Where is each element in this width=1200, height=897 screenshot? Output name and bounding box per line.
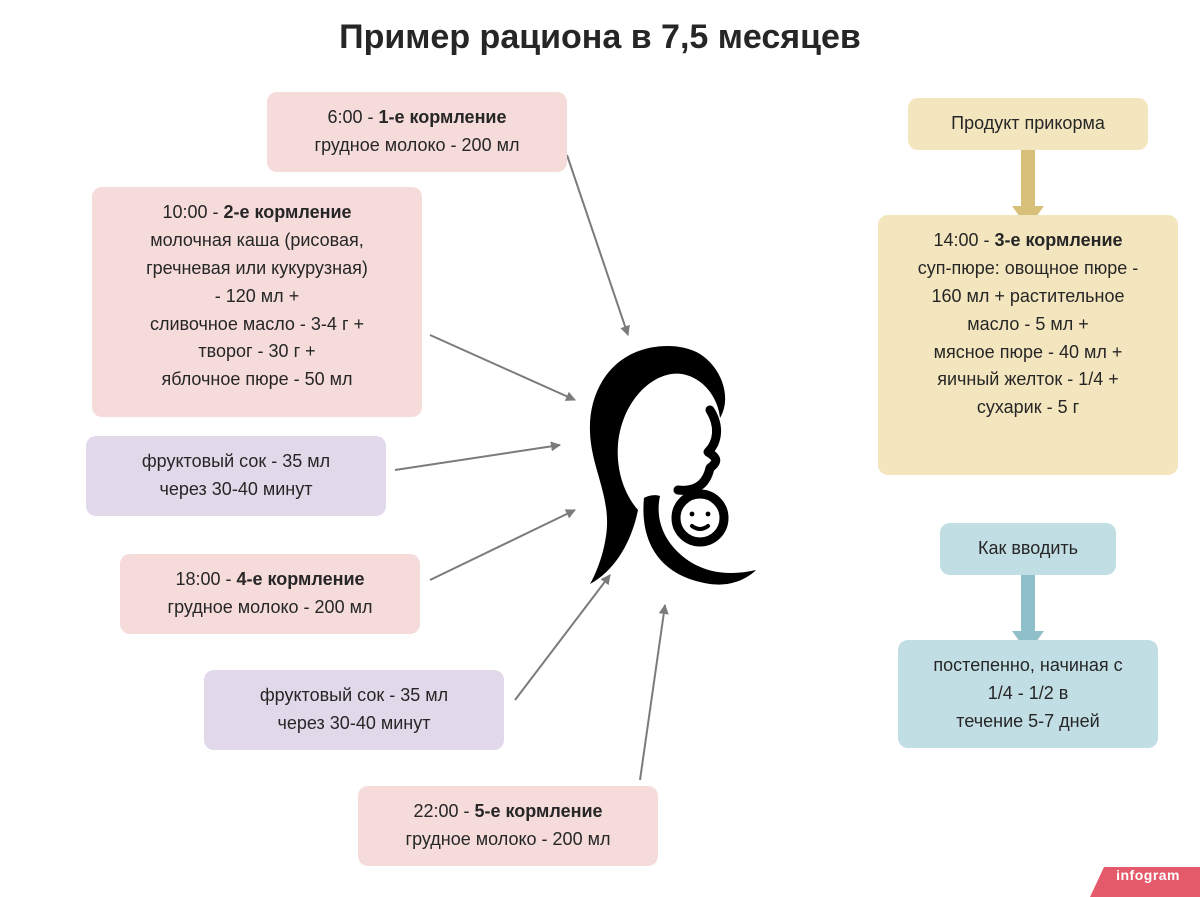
box-line: масло - 5 мл + xyxy=(894,311,1162,339)
box-line: творог - 30 г + xyxy=(108,338,406,366)
box-line: суп-пюре: овощное пюре - xyxy=(894,255,1162,283)
box-line: яблочное пюре - 50 мл xyxy=(108,366,406,394)
arrow-feed5 xyxy=(640,605,665,780)
box-line: грудное молоко - 200 мл xyxy=(283,132,551,160)
box-line: гречневая или кукурузная) xyxy=(108,255,406,283)
box-line: - 120 мл + xyxy=(108,283,406,311)
box-line: сливочное масло - 3-4 г + xyxy=(108,311,406,339)
box-juice2: фруктовый сок - 35 млчерез 30-40 минут xyxy=(204,670,504,750)
box-line: 18:00 - 4-е кормление xyxy=(136,566,404,594)
box-line: фруктовый сок - 35 мл xyxy=(220,682,488,710)
box-line: молочная каша (рисовая, xyxy=(108,227,406,255)
box-line: через 30-40 минут xyxy=(220,710,488,738)
box-line: постепенно, начиная с xyxy=(914,652,1142,680)
box-feed5: 22:00 - 5-е кормлениегрудное молоко - 20… xyxy=(358,786,658,866)
box-line: фруктовый сок - 35 мл xyxy=(102,448,370,476)
box-line: Как вводить xyxy=(956,535,1100,563)
arrow-feed4 xyxy=(430,510,575,580)
page-title: Пример рациона в 7,5 месяцев xyxy=(0,18,1200,57)
box-line: 6:00 - 1-е кормление xyxy=(283,104,551,132)
box-line: 14:00 - 3-е кормление xyxy=(894,227,1162,255)
box-line: грудное молоко - 200 мл xyxy=(374,826,642,854)
box-prod: Продукт прикорма xyxy=(908,98,1148,150)
box-line: 10:00 - 2-е кормление xyxy=(108,199,406,227)
box-line: мясное пюре - 40 мл + xyxy=(894,339,1162,367)
brand-label: infogram xyxy=(1106,863,1190,887)
arrow-feed1 xyxy=(567,155,628,335)
arrow-juice1 xyxy=(395,445,560,470)
box-how: Как вводить xyxy=(940,523,1116,575)
box-feed1: 6:00 - 1-е кормлениегрудное молоко - 200… xyxy=(267,92,567,172)
box-feed4: 18:00 - 4-е кормлениегрудное молоко - 20… xyxy=(120,554,420,634)
mother-baby-icon xyxy=(560,340,760,600)
box-line: через 30-40 минут xyxy=(102,476,370,504)
box-line: 160 мл + растительное xyxy=(894,283,1162,311)
box-line: течение 5-7 дней xyxy=(914,708,1142,736)
box-feed3: 14:00 - 3-е кормлениесуп-пюре: овощное п… xyxy=(878,215,1178,475)
box-line: 1/4 - 1/2 в xyxy=(914,680,1142,708)
box-line: яичный желток - 1/4 + xyxy=(894,366,1162,394)
box-line: 22:00 - 5-е кормление xyxy=(374,798,642,826)
box-line: сухарик - 5 г xyxy=(894,394,1162,422)
box-line: Продукт прикорма xyxy=(924,110,1132,138)
box-line: грудное молоко - 200 мл xyxy=(136,594,404,622)
box-how2: постепенно, начиная с1/4 - 1/2 втечение … xyxy=(898,640,1158,748)
box-juice1: фруктовый сок - 35 млчерез 30-40 минут xyxy=(86,436,386,516)
box-feed2: 10:00 - 2-е кормлениемолочная каша (рисо… xyxy=(92,187,422,417)
arrow-feed2 xyxy=(430,335,575,400)
